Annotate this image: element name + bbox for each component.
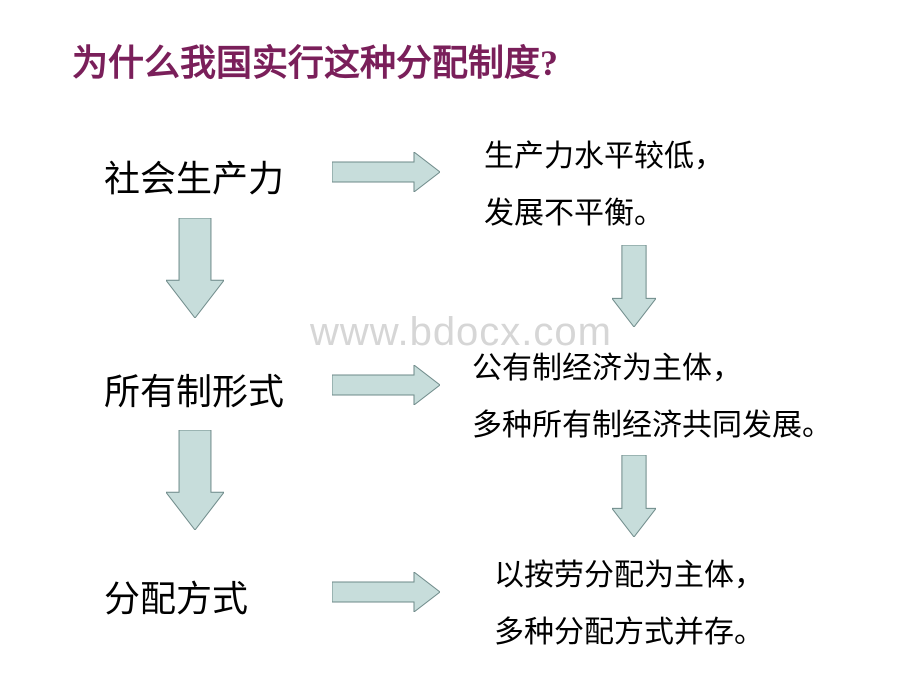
- arrow-right-icon: [332, 152, 440, 192]
- arrow-down-icon: [166, 218, 224, 318]
- arrow-down-icon: [612, 245, 656, 327]
- left-node-2: 分配方式: [104, 570, 248, 622]
- arrow-down-icon: [166, 430, 224, 530]
- slide-title: 为什么我国实行这种分配制度?: [72, 34, 558, 86]
- right-node-1: 公有制经济为主体，多种所有制经济共同发展。: [472, 340, 832, 454]
- arrow-right-icon: [332, 365, 440, 405]
- left-node-1: 所有制形式: [104, 363, 284, 415]
- right-node-2: 以按劳分配为主体，多种分配方式并存。: [494, 547, 764, 661]
- right-node-0: 生产力水平较低，发展不平衡。: [484, 128, 724, 242]
- arrow-down-icon: [612, 455, 656, 537]
- left-node-0: 社会生产力: [104, 150, 284, 202]
- arrow-right-icon: [332, 572, 440, 612]
